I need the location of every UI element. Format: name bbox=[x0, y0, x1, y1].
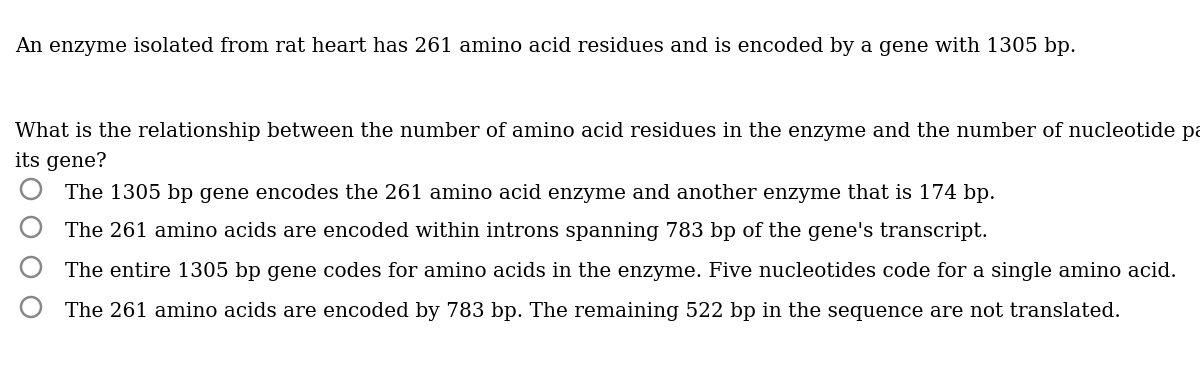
Text: The 261 amino acids are encoded by 783 bp. The remaining 522 bp in the sequence : The 261 amino acids are encoded by 783 b… bbox=[65, 302, 1121, 321]
Text: The 1305 bp gene encodes the 261 amino acid enzyme and another enzyme that is 17: The 1305 bp gene encodes the 261 amino a… bbox=[65, 184, 996, 203]
Text: The 261 amino acids are encoded within introns spanning 783 bp of the gene's tra: The 261 amino acids are encoded within i… bbox=[65, 222, 988, 241]
Text: What is the relationship between the number of amino acid residues in the enzyme: What is the relationship between the num… bbox=[14, 122, 1200, 141]
Text: An enzyme isolated from rat heart has 261 amino acid residues and is encoded by : An enzyme isolated from rat heart has 26… bbox=[14, 37, 1076, 56]
Text: its gene?: its gene? bbox=[14, 152, 107, 171]
Text: The entire 1305 bp gene codes for amino acids in the enzyme. Five nucleotides co: The entire 1305 bp gene codes for amino … bbox=[65, 262, 1177, 281]
